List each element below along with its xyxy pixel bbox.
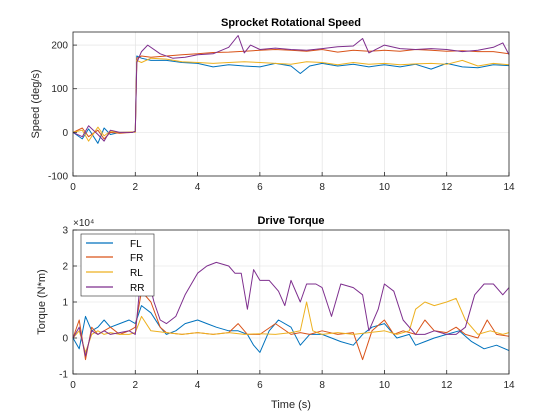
torque-y-tick-label: 3 bbox=[62, 226, 68, 237]
torque-series-line-rl bbox=[72, 297, 510, 353]
speed-y-tick-label: 200 bbox=[51, 41, 68, 52]
torque-series-lines bbox=[72, 261, 510, 361]
speed-x-tick-label: 0 bbox=[70, 182, 76, 193]
torque-legend: FL FR RL RR bbox=[80, 233, 155, 297]
speed-x-tick-label: 6 bbox=[257, 182, 263, 193]
speed-x-tick-label: 14 bbox=[503, 182, 515, 193]
legend-label-fl: FL bbox=[130, 239, 142, 250]
legend-label-rr: RR bbox=[130, 283, 144, 294]
torque-series-line-fl bbox=[72, 305, 510, 353]
speed-y-axis-label: Speed (deg/s) bbox=[30, 69, 42, 138]
speed-x-tick-label: 10 bbox=[379, 182, 391, 193]
speed-series-lines bbox=[72, 35, 510, 144]
speed-x-tick-label: 8 bbox=[319, 182, 325, 193]
legend-entry-rl: RL bbox=[86, 268, 143, 279]
legend-box bbox=[80, 233, 155, 297]
speed-series-line-2 bbox=[72, 49, 510, 140]
torque-x-tick-label: 0 bbox=[70, 380, 76, 391]
torque-exponent-label: ×10⁴ bbox=[73, 218, 94, 229]
speed-y-tick-label: 0 bbox=[62, 128, 68, 139]
legend-label-rl: RL bbox=[130, 268, 143, 279]
legend-entry-fl: FL bbox=[86, 239, 142, 250]
legend-label-fr: FR bbox=[130, 253, 143, 264]
torque-x-tick-label: 10 bbox=[379, 380, 391, 391]
torque-y-tick-label: -1 bbox=[59, 370, 68, 381]
speed-series-line-4 bbox=[72, 35, 510, 142]
speed-axes-box bbox=[72, 31, 510, 177]
torque-x-tick-label: 14 bbox=[503, 380, 515, 391]
speed-x-tick-label: 4 bbox=[195, 182, 201, 193]
torque-y-axis-label: Torque (N*m) bbox=[36, 269, 48, 334]
speed-plot-area bbox=[73, 32, 509, 176]
speed-chart-title: Sprocket Rotational Speed bbox=[221, 17, 361, 29]
torque-x-tick-label: 6 bbox=[257, 380, 263, 391]
speed-x-tick-label: 2 bbox=[133, 182, 139, 193]
torque-y-tick-label: 1 bbox=[62, 298, 68, 309]
torque-x-axis-label: Time (s) bbox=[271, 399, 311, 411]
legend-entry-rr: RR bbox=[86, 283, 144, 294]
speed-y-tick-label: -100 bbox=[48, 172, 68, 183]
speed-x-tick-label: 12 bbox=[441, 182, 453, 193]
torque-x-tick-label: 8 bbox=[319, 380, 325, 391]
torque-y-tick-label: 2 bbox=[62, 262, 68, 273]
speed-y-tick-label: 100 bbox=[51, 84, 68, 95]
torque-series-line-rr bbox=[72, 261, 510, 357]
torque-chart-title: Drive Torque bbox=[257, 215, 324, 227]
torque-y-tick-label: 0 bbox=[62, 334, 68, 345]
torque-x-tick-label: 2 bbox=[133, 380, 139, 391]
torque-x-tick-label: 4 bbox=[195, 380, 201, 391]
legend-entry-fr: FR bbox=[86, 253, 143, 264]
torque-x-tick-label: 12 bbox=[441, 380, 453, 391]
